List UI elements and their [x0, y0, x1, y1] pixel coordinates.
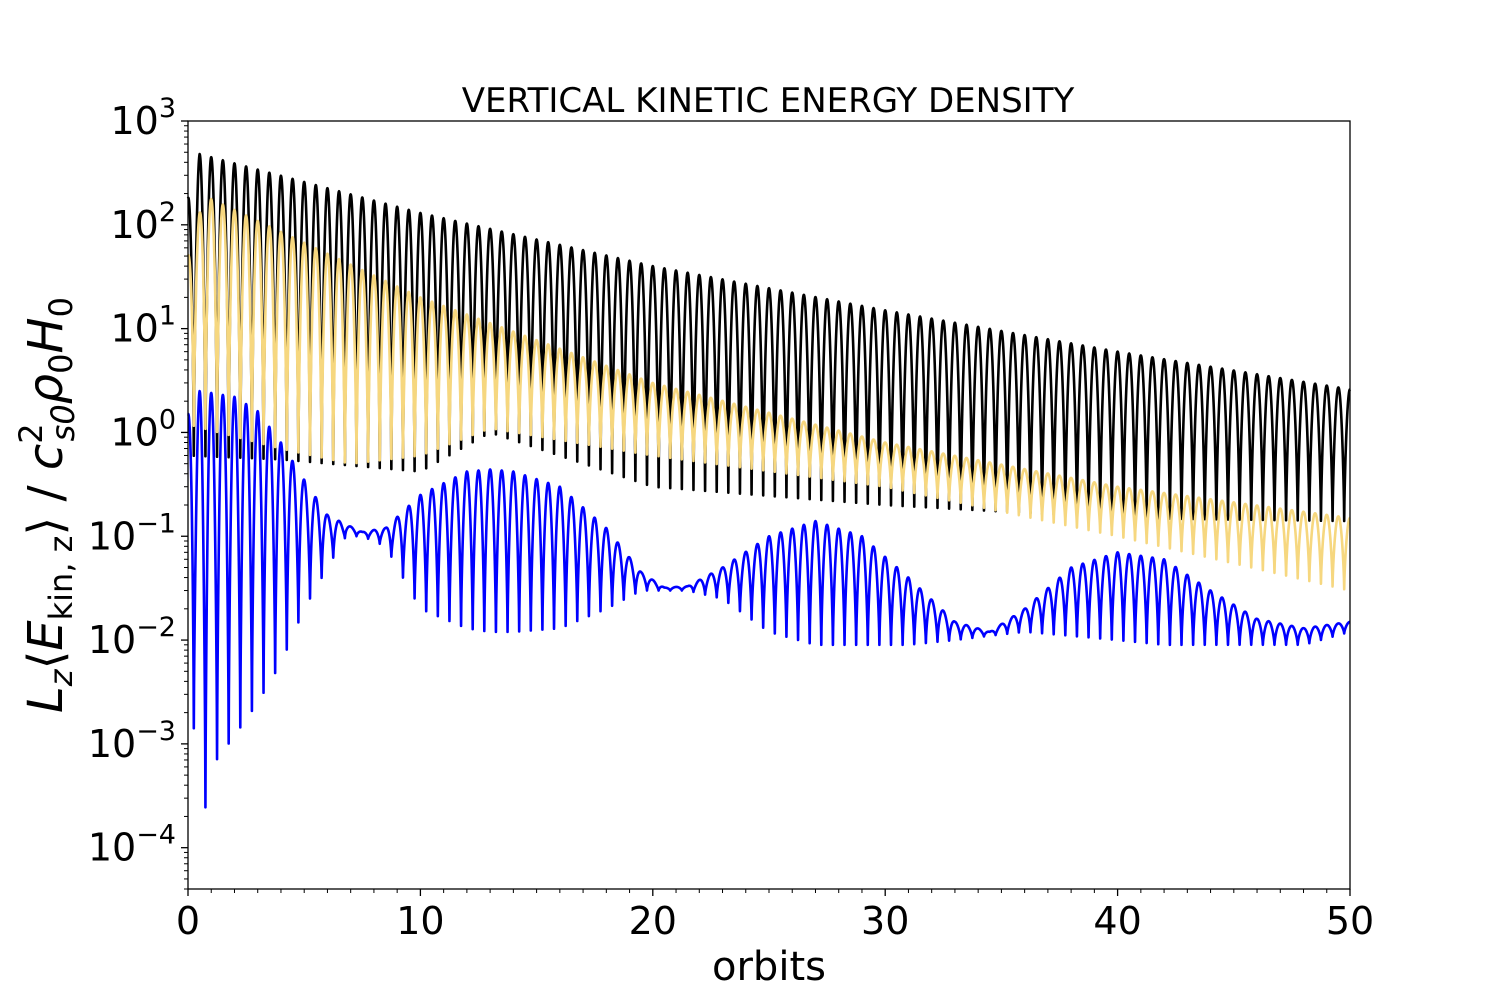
series-blue-line [186, 389, 1352, 809]
x-tick-label: 30 [861, 899, 909, 943]
ylabel-rho-sub: 0 [42, 353, 80, 373]
series-black-line [186, 152, 1352, 523]
ylabel-H-sub: 0 [42, 297, 80, 317]
ylabel-slash: / [18, 470, 74, 517]
x-tick-label: 10 [396, 899, 444, 943]
ylabel-c: c [18, 444, 74, 470]
tick-layer: 0 10 20 30 40 50 10−4 10−3 10−2 10−1 100 101 102 103 [88, 93, 1374, 943]
x-tick-label: 20 [629, 899, 677, 943]
ylabel-c-sub: s0 [44, 404, 82, 441]
y-tick-label: 102 [110, 197, 176, 247]
ylabel-E: E [18, 620, 74, 651]
series-layer [186, 152, 1352, 809]
ylabel-close: ⟩ [18, 517, 74, 536]
ylabel-L: L [18, 686, 74, 713]
y-tick-label: 10−1 [88, 508, 176, 558]
y-tick-label: 100 [110, 404, 176, 454]
y-tick-label: 10−4 [88, 820, 176, 870]
ylabel-E-sub: kin, z [42, 536, 80, 621]
y-tick-label: 10−2 [88, 612, 176, 662]
x-tick-label: 0 [176, 899, 200, 943]
y-tick-label: 103 [110, 93, 176, 143]
y-axis-label: Lz⟨Ekin, z⟩ / c2s0ρ0H0 [12, 297, 82, 713]
ylabel-L-sub: z [42, 668, 80, 687]
chart-title: VERTICAL KINETIC ENERGY DENSITY [462, 81, 1075, 121]
ylabel-open: ⟨ [18, 651, 74, 670]
y-tick-label: 10−3 [88, 716, 176, 766]
ylabel-H: H [18, 317, 74, 353]
x-tick-label: 50 [1326, 899, 1374, 943]
plot-frame [187, 120, 1351, 890]
x-tick-label: 40 [1093, 899, 1141, 943]
x-axis-label: orbits [712, 944, 826, 990]
series-gold-line [186, 197, 1352, 591]
ylabel-c-sup: 2 [12, 423, 50, 443]
y-tick-label: 101 [110, 301, 176, 351]
ylabel-rho: ρ [18, 374, 74, 404]
